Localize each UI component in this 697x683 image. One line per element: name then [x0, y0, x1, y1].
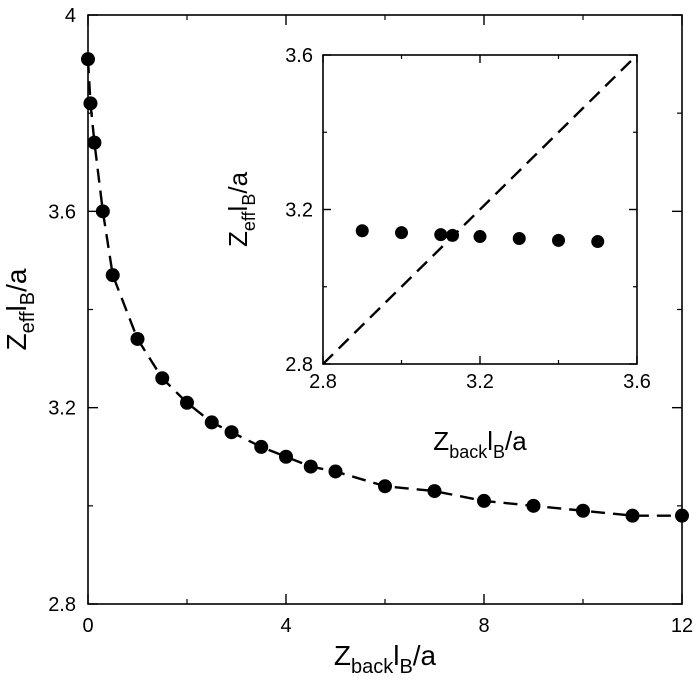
inset-data-point — [473, 230, 487, 244]
main-data-point — [130, 331, 145, 346]
main-data-point — [427, 484, 442, 499]
inset-y-tick-label: 3.6 — [285, 45, 313, 67]
main-data-point — [204, 415, 219, 430]
main-data-point — [675, 508, 689, 523]
inset-panel: 2.8 3.2 3.6 2.8 3.2 3.6 ZbacklB/a ZefflB/a — [223, 45, 651, 462]
inset-data-point — [591, 235, 605, 249]
main-x-tick-label: 12 — [671, 615, 693, 637]
inset-y-tick-label: 3.2 — [285, 200, 313, 222]
main-data-point — [155, 371, 170, 386]
main-data-point — [180, 395, 194, 410]
main-data-point — [87, 135, 102, 150]
main-x-tick-label: 8 — [478, 615, 489, 637]
inset-data-point — [395, 226, 408, 240]
main-y-axis-title: ZefflB/a — [1, 268, 39, 350]
main-data-point — [576, 503, 590, 518]
inset-x-tick-label: 3.6 — [623, 371, 651, 393]
main-x-axis-title: ZbacklB/a — [334, 640, 437, 678]
main-data-point — [477, 493, 491, 508]
main-data-point — [526, 498, 541, 513]
inset-data-point — [512, 231, 526, 245]
main-y-tick-label: 3.6 — [48, 201, 76, 223]
main-y-tick-label: 3.2 — [48, 398, 76, 420]
inset-x-axis-title: ZbacklB/a — [433, 426, 527, 462]
main-y-tick-label: 4 — [65, 5, 76, 27]
inset-x-tick-label: 3.2 — [466, 371, 494, 393]
main-data-point — [303, 459, 318, 474]
main-data-point — [378, 479, 392, 494]
main-data-point — [83, 96, 98, 111]
main-data-point — [328, 464, 343, 479]
inset-dashed-curve — [322, 54, 638, 365]
inset-data-point — [552, 233, 565, 247]
inset-y-tick-label: 2.8 — [285, 354, 313, 376]
main-data-point — [279, 449, 293, 464]
inset-data-point — [355, 224, 369, 238]
inset-data-point — [446, 228, 460, 242]
main-data-point — [81, 52, 95, 67]
main-data-point — [224, 425, 239, 440]
main-data-point — [625, 508, 640, 523]
inset-data-point — [434, 228, 448, 242]
inset-x-tick-label: 2.8 — [309, 371, 337, 393]
main-y-tick-label: 2.8 — [48, 594, 76, 616]
main-x-tick-label: 4 — [280, 615, 291, 637]
main-data-point — [105, 268, 120, 283]
main-x-tick-label: 0 — [82, 615, 93, 637]
main-dashed-curve — [86, 59, 682, 517]
main-data-point — [95, 204, 110, 219]
inset-y-axis-title: ZefflB/a — [223, 171, 259, 247]
main-data-point — [254, 439, 269, 454]
